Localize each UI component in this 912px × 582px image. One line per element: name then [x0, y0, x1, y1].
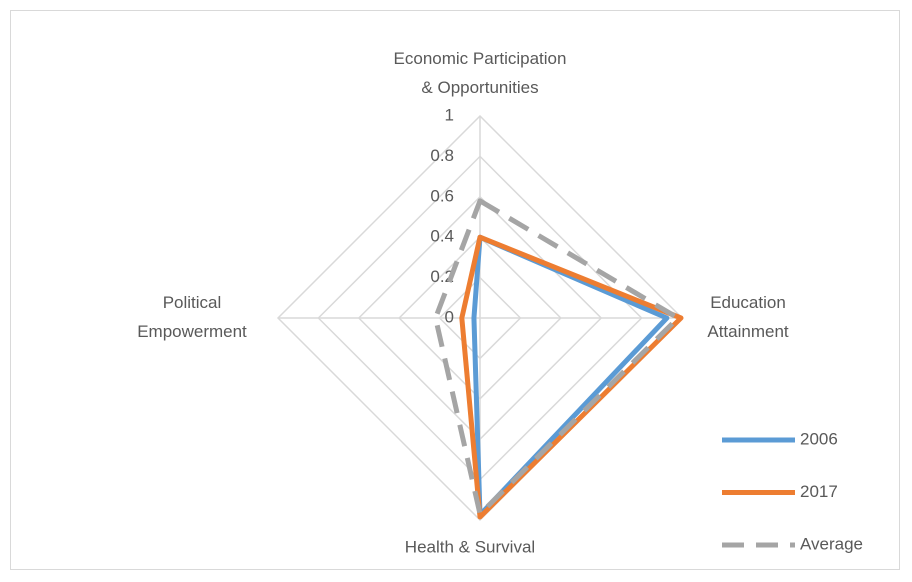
series-line — [459, 234, 684, 520]
category-label: Health & Survival — [405, 537, 535, 556]
r-tick-label: 1 — [445, 105, 454, 124]
legend-label: Average — [800, 534, 863, 553]
category-label: Political Empowerment — [137, 293, 247, 341]
r-tick-label: 0.6 — [430, 186, 454, 205]
chart-frame — [10, 10, 900, 570]
r-tick-label: 0.4 — [430, 227, 454, 246]
legend-label: 2006 — [800, 429, 838, 448]
legend-label: 2017 — [800, 482, 838, 501]
r-tick-label: 0.8 — [430, 146, 454, 165]
series-line — [433, 198, 681, 517]
category-label: Education Attainment — [707, 293, 789, 341]
r-tick-label: 0 — [445, 307, 454, 326]
category-label: Economic Participation & Opportunities — [394, 49, 567, 97]
